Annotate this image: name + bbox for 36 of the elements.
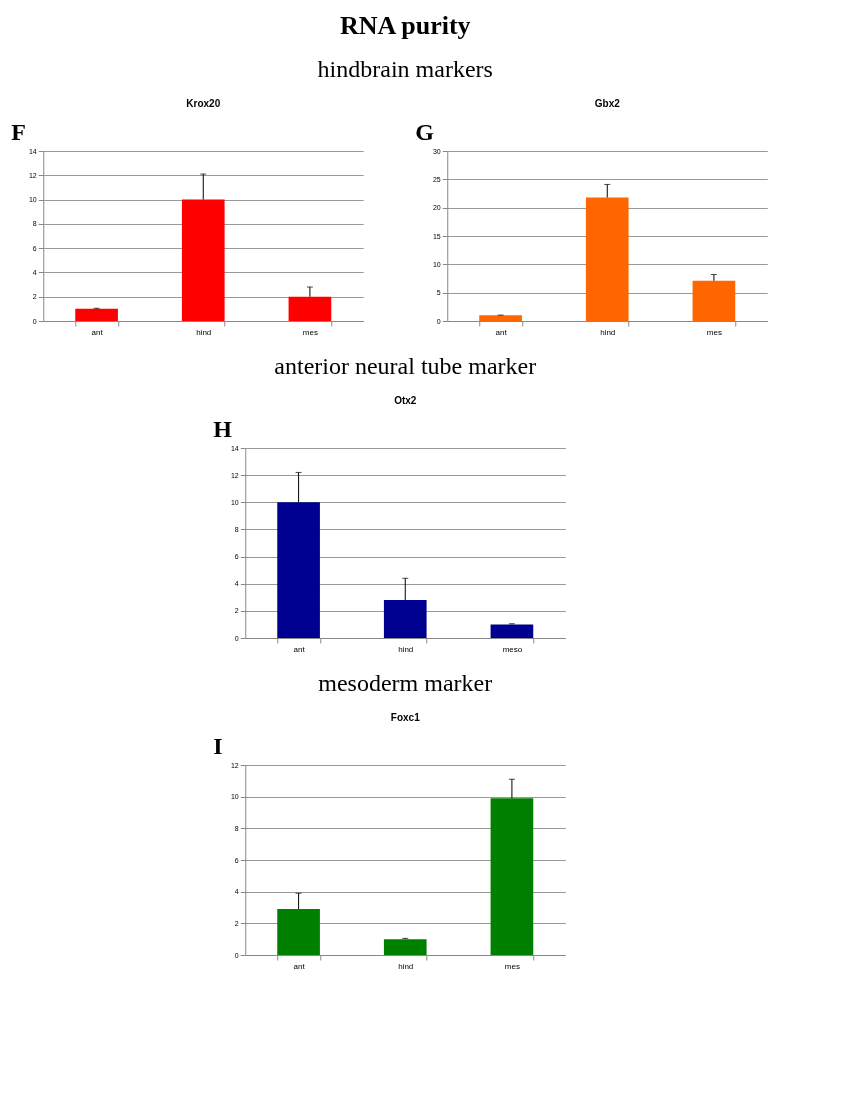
x-tick-label: mes <box>706 327 722 337</box>
x-tick-label: ant <box>91 327 104 337</box>
bar <box>277 909 320 955</box>
chart-title: Otx2 <box>394 395 417 406</box>
x-tick-label: ant <box>495 327 508 337</box>
x-tick-label: mes <box>504 961 520 971</box>
text: H <box>213 416 233 442</box>
bar <box>490 798 534 955</box>
text: anterior neural tube marker <box>274 353 537 379</box>
chart-title: Gbx2 <box>594 98 621 109</box>
x-tick-label: hind <box>398 644 414 654</box>
bar <box>75 308 118 321</box>
x-tick-label: hind <box>196 327 212 337</box>
x-tick-label: hind <box>398 961 414 971</box>
chart-title: Foxc1 <box>390 712 421 723</box>
chart-title: Krox20 <box>186 98 221 109</box>
bar <box>383 600 427 638</box>
x-tick-label: hind <box>600 327 616 337</box>
bar <box>277 502 320 638</box>
x-tick-label: ant <box>293 961 306 971</box>
bar <box>383 939 427 955</box>
text: mesoderm marker <box>318 670 493 696</box>
text: F <box>11 119 26 145</box>
bar <box>490 624 534 638</box>
x-tick-label: mes <box>302 327 318 337</box>
bar <box>181 199 225 321</box>
bar <box>585 197 629 321</box>
x-tick-label: meso <box>502 644 523 654</box>
text: G <box>415 119 435 145</box>
text: RNA purity <box>339 11 471 40</box>
text: I <box>213 733 223 759</box>
text: hindbrain markers <box>317 56 493 82</box>
x-tick-label: ant <box>293 644 306 654</box>
bar <box>692 280 736 321</box>
bar <box>479 315 522 321</box>
bar <box>288 296 332 321</box>
